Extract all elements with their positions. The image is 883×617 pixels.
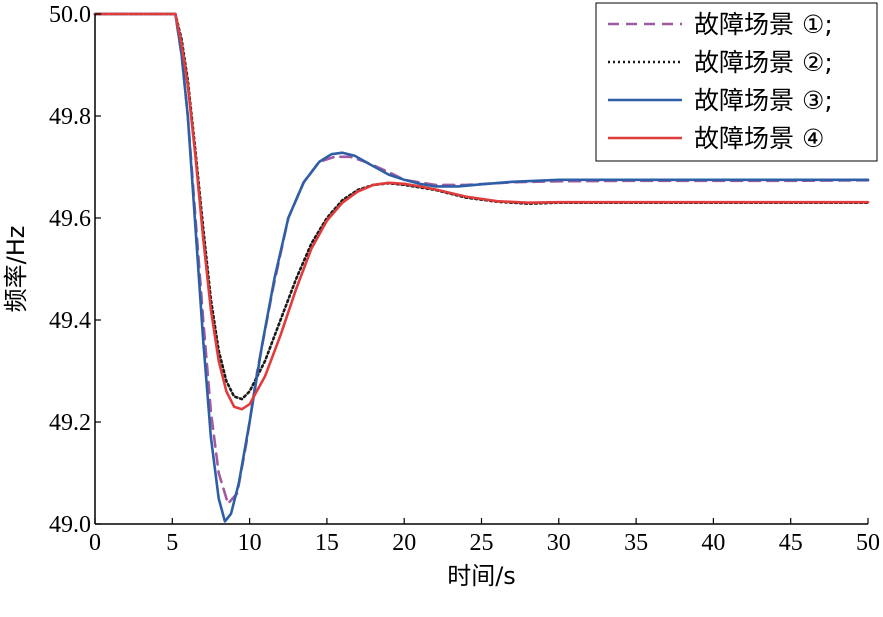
x-tick-label: 20 (392, 530, 416, 556)
x-axis-title: 时间/s (447, 562, 516, 590)
x-tick-label: 5 (166, 530, 178, 556)
legend-label: 故障场景 ①; (694, 10, 833, 39)
y-tick-label: 49.2 (49, 410, 91, 436)
x-tick-label: 30 (547, 530, 571, 556)
series-line-4 (93, 12, 870, 411)
legend-label: 故障场景 ④ (694, 124, 824, 153)
y-axis-title: 频率/Hz (2, 226, 30, 313)
y-tick-label: 49.6 (49, 206, 91, 232)
x-tick-label: 25 (470, 530, 494, 556)
y-tick-label: 49.0 (49, 512, 91, 538)
legend-box (595, 2, 878, 162)
x-tick-label: 40 (701, 530, 725, 556)
y-tick-label: 49.4 (49, 308, 91, 334)
y-tick-label: 50.0 (49, 2, 91, 28)
legend-label: 故障场景 ②; (694, 48, 833, 77)
ticks-layer: 0 5 10 15 20 25 30 35 40 45 50 49.0 49.2 49.4 49.6 49.8… (49, 2, 880, 556)
legend-items: 故障场景 ①; 故障场景 ②; 故障场景 ③; 故障场景 ④ (608, 10, 833, 153)
x-tick-label: 0 (89, 530, 101, 556)
x-tick-label: 50 (856, 530, 880, 556)
series-line-3 (93, 12, 870, 523)
series-layer (93, 12, 870, 523)
y-tick-label: 49.8 (49, 104, 91, 130)
legend-label: 故障场景 ③; (694, 86, 833, 115)
x-tick-label: 45 (779, 530, 803, 556)
x-tick-label: 10 (238, 530, 262, 556)
legend: 故障场景 ①; 故障场景 ②; 故障场景 ③; 故障场景 ④ (595, 2, 878, 162)
x-tick-label: 35 (624, 530, 648, 556)
x-tick-label: 15 (315, 530, 339, 556)
